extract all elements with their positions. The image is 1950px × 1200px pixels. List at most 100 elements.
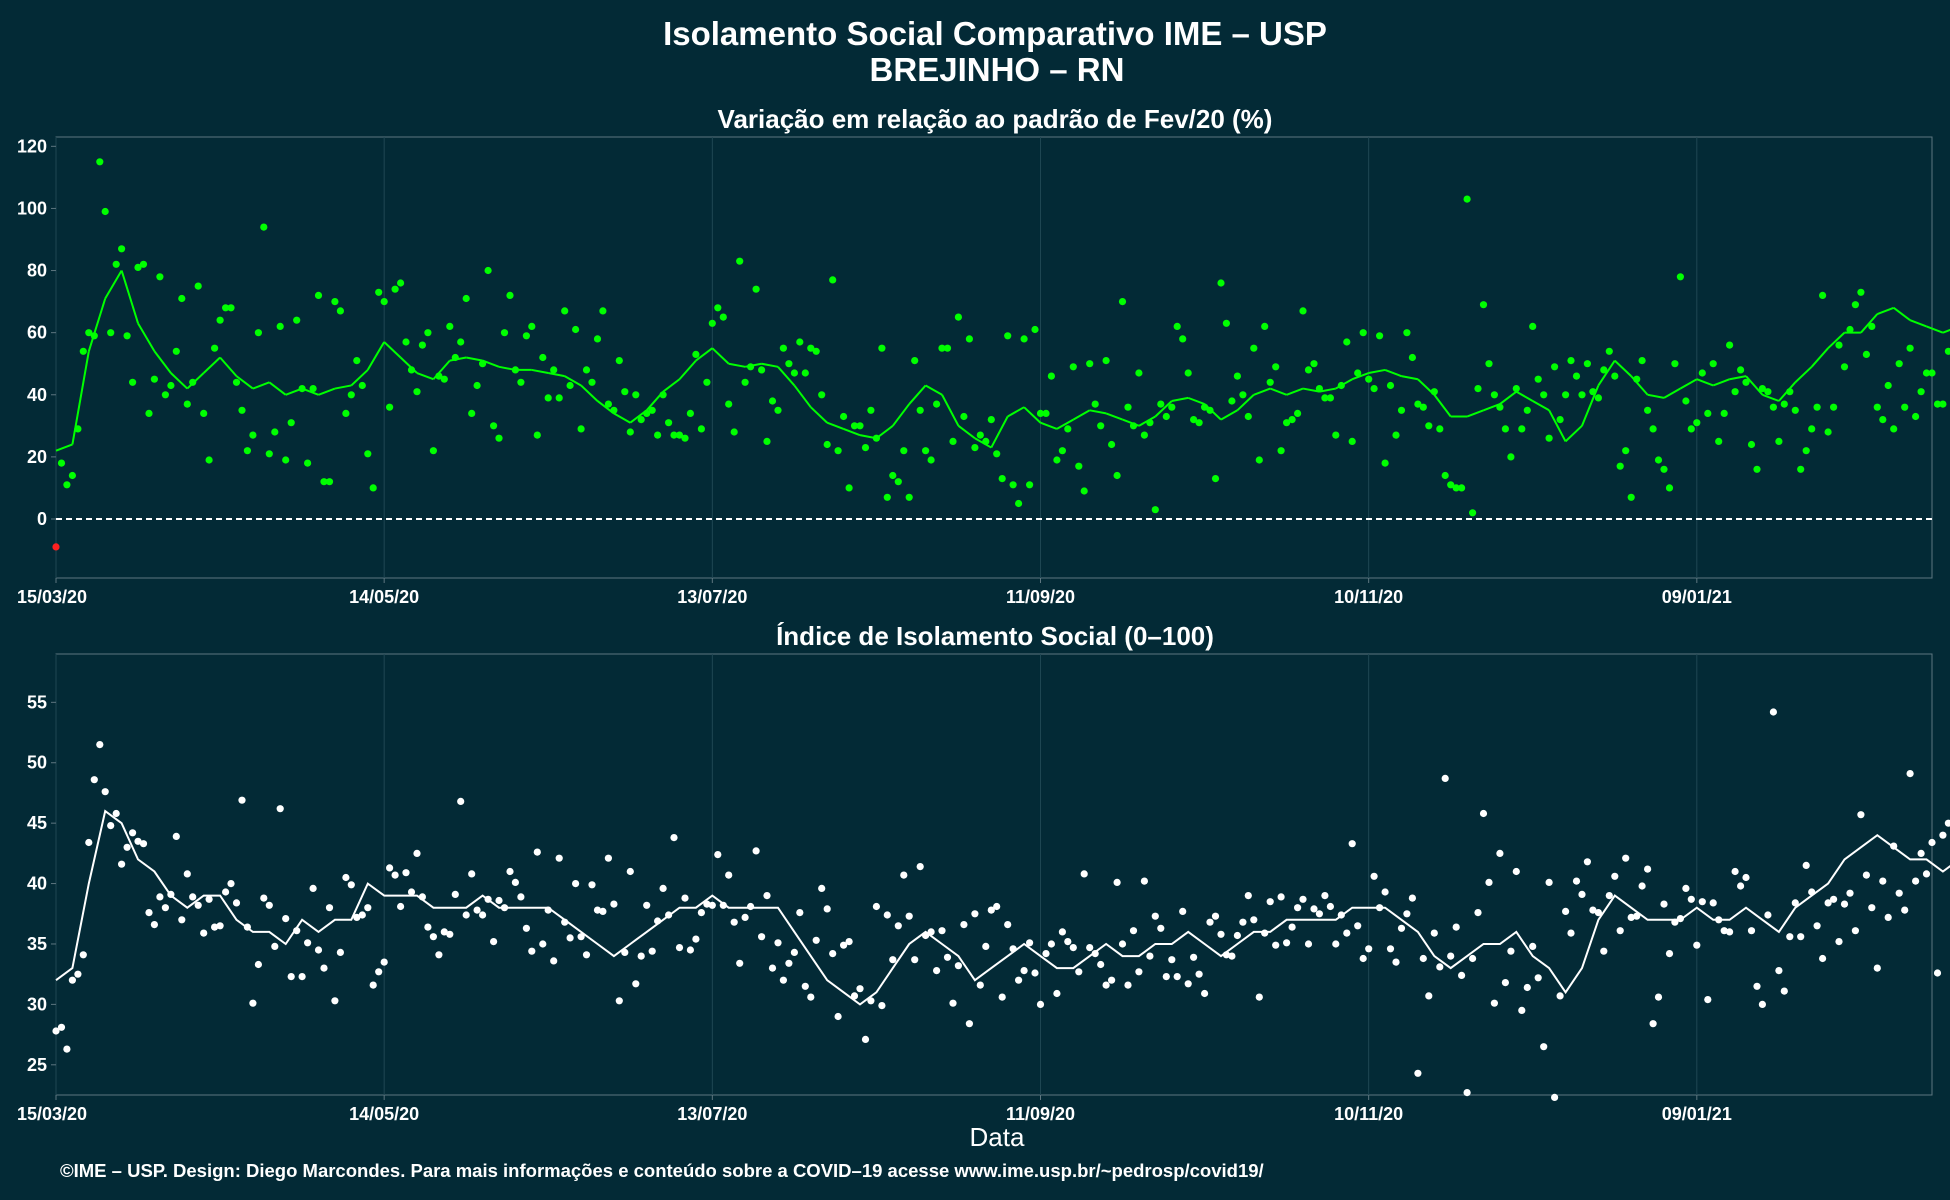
data-point [1113,878,1121,887]
data-point [1190,953,1198,961]
data-point [1015,976,1023,984]
data-point [867,406,875,414]
data-point [1469,954,1477,963]
data-point [145,409,153,417]
data-point [1370,872,1378,880]
data-point [752,285,760,293]
data-point [561,307,569,315]
data-point [834,1012,842,1021]
data-point [1731,388,1739,396]
data-point [1835,341,1843,349]
data-point [358,911,366,919]
data-point [1780,400,1788,408]
data-point [528,947,536,955]
data-point [468,870,476,878]
data-point [101,207,109,216]
x-tick-label: 15/03/20 [17,587,87,607]
moving-average-segment [613,412,631,424]
data-point [544,394,552,402]
data-point [1233,372,1241,380]
y-tick-label: 50 [27,753,47,773]
moving-average-segment [334,384,352,390]
moving-average-segment [728,362,746,368]
data-point [850,422,859,430]
data-point [1414,1069,1422,1077]
data-point [1556,992,1564,1000]
moving-average-segment [383,341,402,359]
data-point [1862,350,1870,358]
data-point [1901,906,1909,914]
data-point [304,939,312,947]
data-point [325,478,334,486]
x-tick-label: 15/03/20 [17,1104,87,1124]
data-point [1250,344,1258,352]
moving-average-segment [744,362,762,368]
data-point [1261,929,1269,937]
data-point [68,471,76,480]
moving-average-segment [1023,406,1042,424]
data-point [402,338,410,346]
data-point [763,437,771,445]
data-point [856,985,864,993]
data-point [845,938,853,946]
data-point [358,381,366,390]
data-point [336,948,344,957]
data-point [1605,892,1613,900]
data-point [1578,391,1586,399]
data-point [747,902,755,911]
data-point [790,369,799,377]
data-point [823,440,831,449]
data-point [648,947,656,955]
data-point [922,447,930,455]
data-point [1819,954,1827,963]
data-point [1222,319,1230,327]
data-point [57,1023,66,1031]
data-point [528,322,536,330]
data-point [1490,391,1498,399]
data-point [1069,363,1077,371]
data-point [123,332,131,340]
data-point [840,941,848,949]
data-point [1824,899,1832,907]
data-point [1693,419,1701,427]
data-point [375,968,383,976]
data-point [462,911,470,919]
moving-average-segment [843,427,861,437]
data-point [588,378,596,386]
y-tick-label: 120 [17,136,47,156]
data-point [807,993,815,1001]
moving-average-segment [1663,387,1681,399]
data-point [1840,900,1849,908]
data-point [473,381,481,390]
moving-average-segment [1236,394,1255,412]
data-point [1830,403,1838,411]
data-point [473,906,481,914]
data-point [1255,993,1263,1001]
data-point [933,967,941,975]
data-point [298,973,306,981]
moving-average-segment [531,368,549,375]
data-point [1283,939,1291,947]
x-tick-label: 11/09/20 [1006,1104,1075,1124]
data-point [1693,941,1701,949]
data-point [1310,905,1318,913]
data-point [1627,913,1635,922]
data-point [1868,904,1876,912]
data-point [85,838,93,847]
moving-average-segment [498,365,516,371]
data-point [1758,385,1766,393]
data-point [943,344,952,352]
data-point [741,913,749,922]
data-point [1928,838,1936,847]
data-point [889,956,897,964]
data-point [1851,301,1859,309]
data-point [1922,369,1931,377]
data-point [1343,929,1351,937]
x-tick-label: 10/11/20 [1334,587,1403,607]
moving-average-segment [432,359,451,380]
data-point [1939,400,1947,408]
data-point [714,851,722,859]
data-point [1901,403,1909,411]
moving-average-segment [466,356,483,362]
data-point [495,434,503,442]
